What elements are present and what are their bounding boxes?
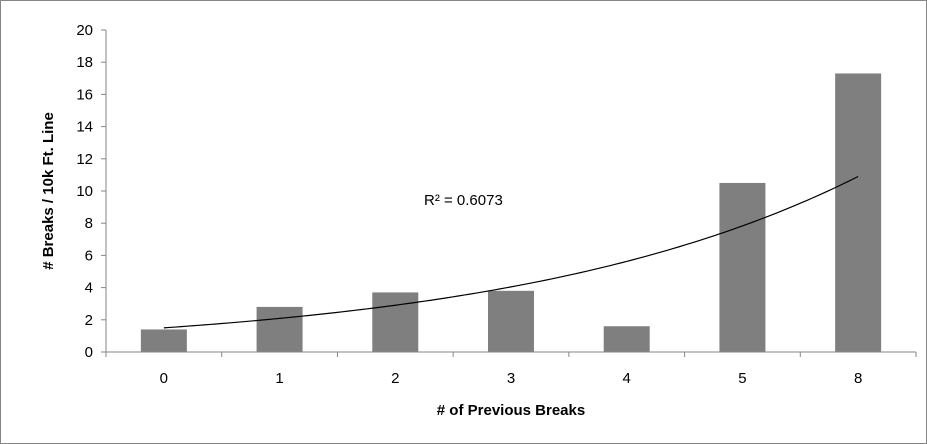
bar-3 — [488, 290, 534, 352]
x-tick-label: 4 — [623, 370, 631, 387]
y-tick-label: 12 — [76, 151, 93, 168]
y-tick-label: 10 — [76, 183, 93, 200]
x-tick-label: 3 — [507, 370, 515, 387]
bar-1 — [256, 306, 303, 352]
y-axis-title: # Breaks / 10k Ft. Line — [40, 112, 57, 270]
trendline-layer — [163, 175, 859, 329]
bar-4 — [603, 326, 650, 352]
y-tick-label: 8 — [85, 215, 93, 232]
y-tick-label: 4 — [85, 280, 93, 297]
x-tick-label: 5 — [738, 370, 746, 387]
x-tick-label: 1 — [275, 370, 283, 387]
bar-8 — [835, 73, 882, 352]
bar-2 — [372, 292, 419, 352]
y-tick-label: 20 — [76, 22, 93, 39]
x-axis-title: # of Previous Breaks — [437, 402, 585, 419]
y-tick-label: 16 — [76, 86, 93, 103]
bar-5 — [719, 182, 766, 352]
y-tick-label: 0 — [85, 344, 93, 361]
bar-0 — [140, 329, 187, 352]
x-tick-label: 8 — [854, 370, 862, 387]
x-tick-label: 0 — [160, 370, 168, 387]
y-tick-label: 6 — [85, 247, 93, 264]
y-ticks: 0 2 4 6 8 10 12 14 16 18 20 — [76, 22, 106, 361]
y-tick-label: 18 — [76, 54, 93, 71]
x-tick-label: 2 — [391, 370, 399, 387]
bars-layer — [140, 73, 882, 352]
x-ticks: 0 1 2 3 4 5 8 — [105, 352, 917, 387]
y-tick-label: 2 — [85, 312, 93, 329]
y-tick-label: 14 — [76, 119, 93, 136]
exponential-trendline — [163, 175, 859, 329]
r-squared-annotation: R² = 0.6073 — [424, 192, 503, 209]
